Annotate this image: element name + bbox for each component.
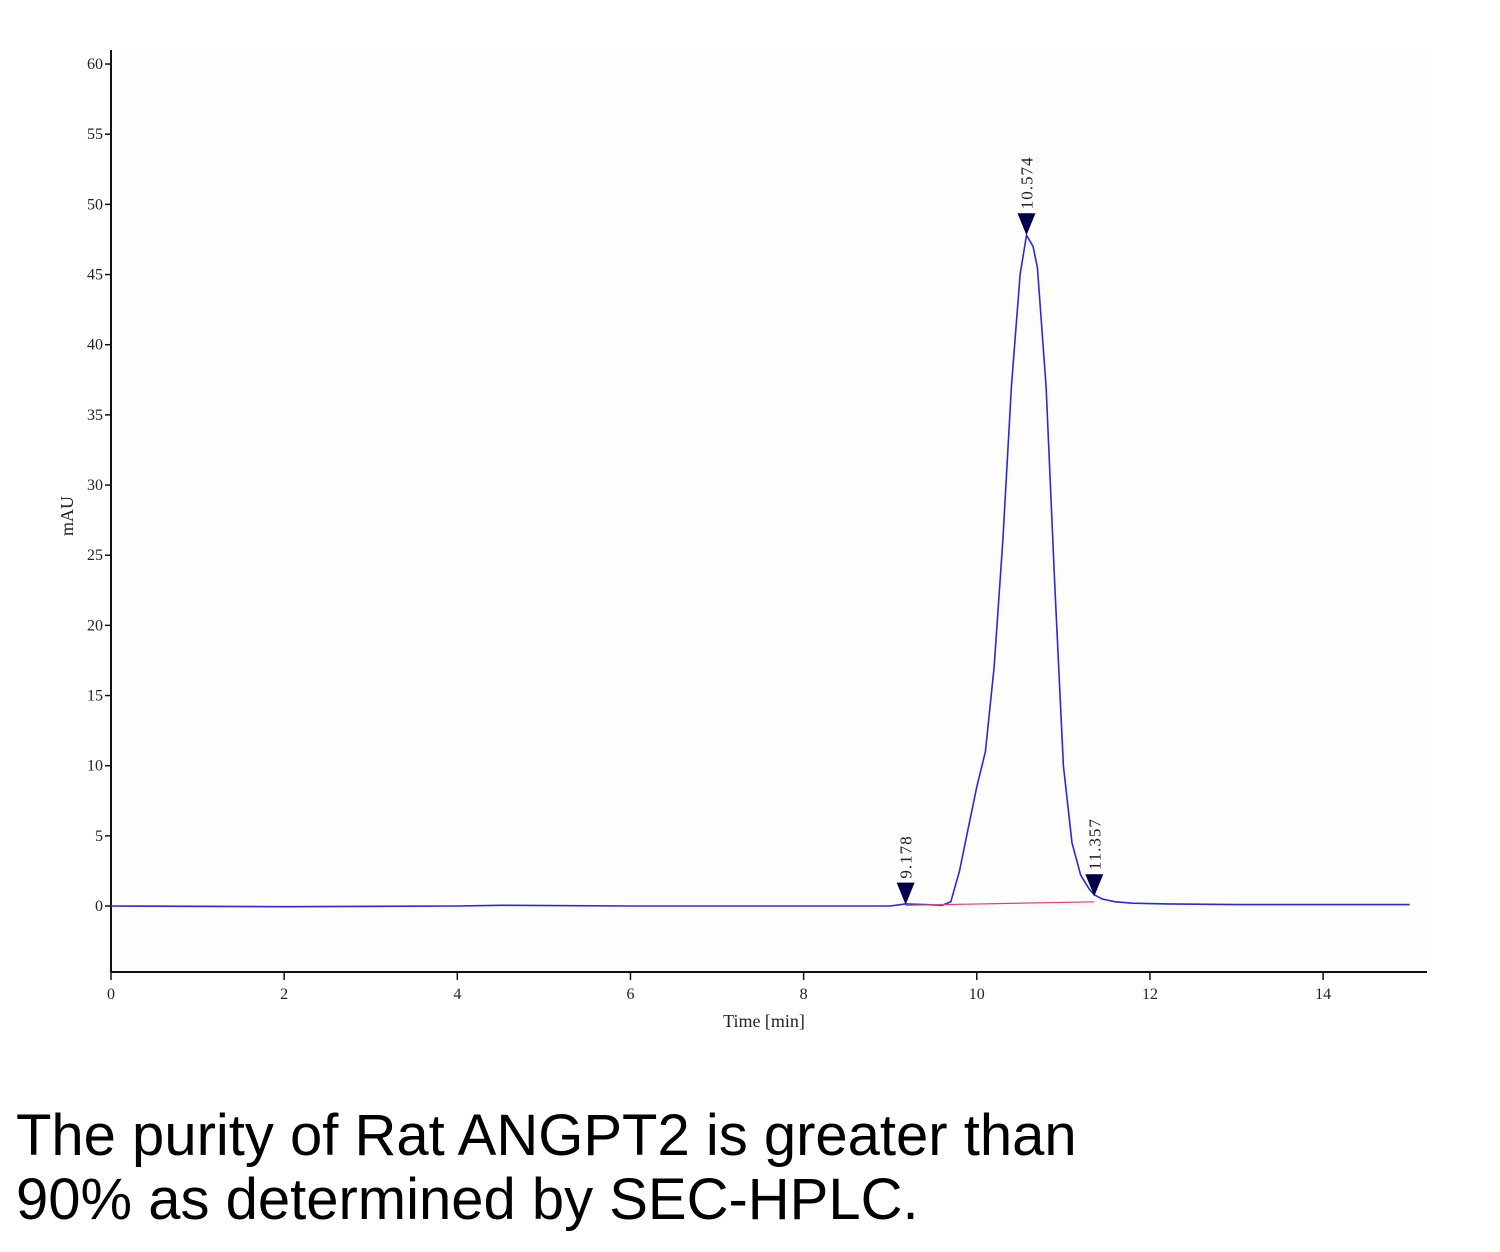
y-tick-label: 20 bbox=[87, 617, 103, 634]
caption-line-1: The purity of Rat ANGPT2 is greater than bbox=[16, 1103, 1077, 1168]
peak-label: 11.357 bbox=[1085, 818, 1104, 870]
y-tick-label: 50 bbox=[87, 196, 103, 213]
peak-label: 10.574 bbox=[1017, 156, 1036, 209]
y-tick-label: 35 bbox=[87, 407, 103, 424]
y-tick-label: 0 bbox=[95, 898, 103, 915]
y-axis-title: mAU bbox=[57, 496, 77, 536]
caption-line-2: 90% as determined by SEC-HPLC. bbox=[16, 1167, 919, 1232]
x-tick-label: 6 bbox=[626, 986, 634, 1003]
y-tick-label: 40 bbox=[87, 337, 103, 354]
peak-marker-triangle bbox=[896, 882, 915, 905]
x-tick-label: 4 bbox=[453, 986, 461, 1003]
x-tick-label: 12 bbox=[1142, 986, 1158, 1003]
x-tick-label: 10 bbox=[969, 986, 985, 1003]
peak-marker-triangle bbox=[1085, 874, 1104, 897]
baseline-trace bbox=[905, 901, 1095, 906]
series-layer bbox=[110, 234, 1410, 908]
y-tick-label: 45 bbox=[87, 267, 103, 284]
y-tick-label: 30 bbox=[87, 477, 103, 494]
x-tick-label: 14 bbox=[1315, 986, 1331, 1003]
x-axis-title: Time [min] bbox=[723, 1011, 805, 1031]
y-tick-label: 10 bbox=[87, 758, 103, 775]
x-tick-label: 2 bbox=[280, 986, 288, 1003]
y-tick-label: 60 bbox=[87, 56, 103, 73]
plot-background bbox=[111, 50, 1427, 972]
peak-marker-triangle bbox=[1017, 213, 1036, 236]
x-tick-label: 0 bbox=[107, 986, 115, 1003]
y-tick-label: 15 bbox=[87, 688, 103, 705]
chromatogram-trace bbox=[110, 234, 1410, 908]
axes: 0 5 10 15 20 25 30 35 40 45 50 55 60 0 2 4 6 8 10 12 14 bbox=[87, 50, 1427, 1003]
x-tick-label: 8 bbox=[800, 986, 808, 1003]
caption: The purity of Rat ANGPT2 is greater than… bbox=[16, 1104, 1416, 1232]
annotation-layer: 9.178 10.574 11.357 bbox=[896, 156, 1104, 905]
peak-label: 9.178 bbox=[897, 835, 916, 878]
chromatogram-chart: 0 5 10 15 20 25 30 35 40 45 50 55 60 0 2 4 6 8 10 12 14 9.17… bbox=[57, 50, 1427, 1031]
y-tick-label: 25 bbox=[87, 547, 103, 564]
y-tick-label: 55 bbox=[87, 126, 103, 143]
y-tick-label: 5 bbox=[95, 828, 103, 845]
